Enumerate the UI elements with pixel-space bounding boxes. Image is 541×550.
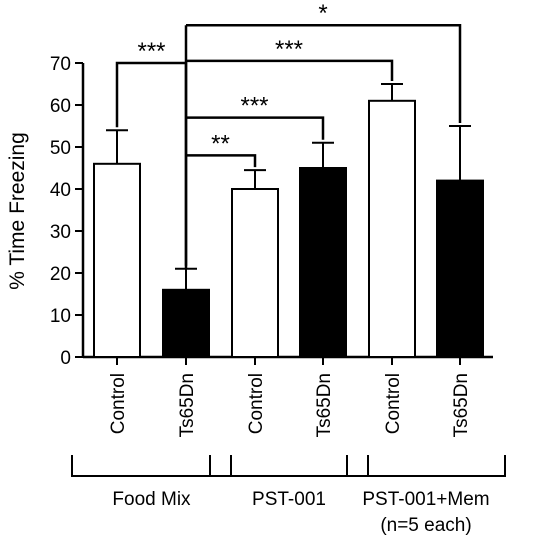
significance-label: *** bbox=[240, 93, 268, 120]
y-tick-label: 70 bbox=[50, 54, 71, 75]
significance-bracket bbox=[186, 59, 394, 81]
group-sublabel: (n=5 each) bbox=[380, 515, 471, 536]
y-axis-label: % Time Freezing bbox=[6, 132, 29, 290]
x-tick-label: Control bbox=[383, 373, 404, 434]
y-tick-label: 40 bbox=[50, 180, 71, 201]
y-tick-label: 20 bbox=[50, 264, 71, 285]
x-tick-label: Control bbox=[246, 373, 267, 434]
significance-label: *** bbox=[275, 36, 303, 63]
group-bracket bbox=[209, 455, 369, 477]
x-tick-label: Ts65Dn bbox=[314, 373, 335, 437]
bar bbox=[299, 167, 347, 358]
significance-bracket bbox=[186, 23, 462, 123]
significance-label: *** bbox=[137, 38, 165, 65]
significance-label: ** bbox=[211, 130, 230, 157]
significance-bracket bbox=[186, 154, 257, 168]
significance-label: * bbox=[318, 0, 327, 27]
x-tick-label: Ts65Dn bbox=[451, 373, 472, 437]
significance-bracket bbox=[186, 116, 325, 140]
group-label: Food Mix bbox=[112, 489, 191, 510]
group-label: PST-001 bbox=[252, 489, 326, 510]
x-tick-label: Ts65Dn bbox=[177, 373, 198, 437]
bar bbox=[162, 288, 210, 358]
bar bbox=[231, 188, 279, 358]
y-tick-label: 30 bbox=[50, 222, 71, 243]
y-tick-label: 50 bbox=[50, 138, 71, 159]
y-tick-label: 60 bbox=[50, 96, 71, 117]
group-bracket bbox=[346, 455, 506, 477]
x-tick-label: Control bbox=[108, 373, 129, 434]
group-bracket bbox=[71, 455, 232, 477]
group-label: PST-001+Mem bbox=[362, 489, 489, 510]
bar bbox=[368, 99, 416, 359]
bar bbox=[436, 179, 484, 358]
y-tick-label: 0 bbox=[60, 348, 71, 369]
bar bbox=[93, 162, 141, 358]
y-tick-label: 10 bbox=[50, 306, 71, 327]
